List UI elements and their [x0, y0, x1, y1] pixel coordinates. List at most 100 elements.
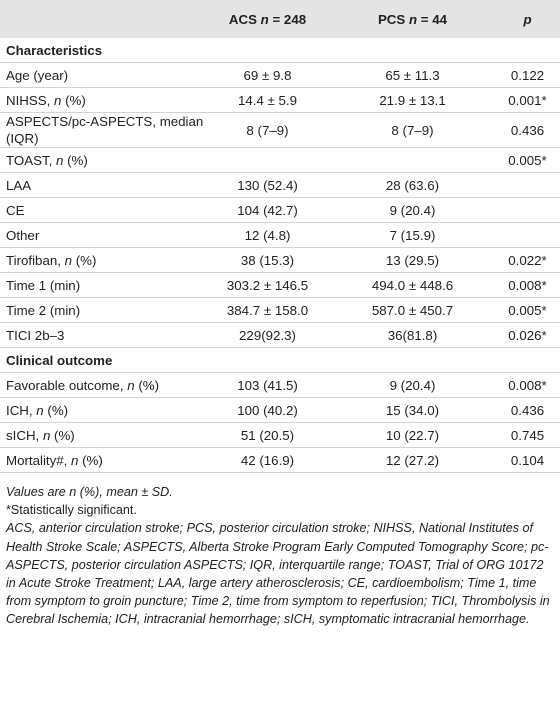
cell-text: 104 (42.7) — [237, 202, 298, 218]
footnote: ACS, anterior circulation stroke; PCS, p… — [6, 521, 550, 627]
cell-text: 21.9 ± 13.1 — [379, 92, 446, 108]
text-segment: NIHSS, — [6, 92, 55, 108]
value-cell: 0.005* — [495, 147, 560, 173]
value-cell: 0.026* — [495, 322, 560, 348]
value-cell: 14.4 ± 5.9 — [205, 87, 330, 113]
cell-text: CE — [6, 202, 25, 218]
footnote: *Statistically significant. — [6, 503, 137, 518]
cell-text: 0.122 — [510, 67, 545, 83]
value-cell: 7 (15.9) — [330, 222, 495, 248]
text-segment: n — [64, 252, 73, 268]
text-segment: (%) — [61, 92, 86, 108]
value-cell — [495, 222, 560, 248]
cell-text: 587.0 ± 450.7 — [371, 302, 454, 318]
table-row: ICH, n (%) 100 (40.2) 15 (34.0) 0.436 — [0, 397, 560, 423]
cell-text: 8 (7–9) — [391, 122, 434, 138]
value-cell: 0.008* — [495, 372, 560, 398]
table-row: Clinical outcome — [0, 347, 560, 373]
value-cell: 10 (22.7) — [330, 422, 495, 448]
section-header: Characteristics — [0, 38, 560, 63]
value-cell: 65 ± 11.3 — [330, 62, 495, 88]
value-cell: 42 (16.9) — [205, 447, 330, 473]
cell-text: 0.008* — [508, 377, 547, 393]
text-segment: n — [408, 11, 418, 27]
row-label: NIHSS, n (%) — [0, 87, 205, 113]
table-body: Characteristics Age (year) 69 ± 9.8 65 ± 11… — [0, 38, 560, 473]
cell-text: TICI 2b–3 — [6, 327, 65, 343]
cell-text: 65 ± 11.3 — [385, 67, 440, 83]
value-cell: 51 (20.5) — [205, 422, 330, 448]
cell-text: 130 (52.4) — [237, 177, 298, 193]
cell-text: Clinical outcome — [6, 352, 113, 368]
table-row: Characteristics — [0, 38, 560, 63]
cell-text: 0.005* — [508, 152, 547, 168]
value-cell: 0.005* — [495, 297, 560, 323]
text-segment: (%) — [50, 427, 75, 443]
text-segment: PCS — [377, 11, 409, 27]
text-segment: n — [36, 402, 44, 418]
cell-text: ASPECTS/pc-ASPECTS, median (IQR) — [6, 114, 204, 146]
value-cell: 0.122 — [495, 62, 560, 88]
cell-text: 10 (22.7) — [385, 427, 440, 443]
cell-text: 38 (15.3) — [240, 252, 295, 268]
row-label: Tirofiban, n (%) — [0, 247, 205, 273]
value-cell: 103 (41.5) — [205, 372, 330, 398]
text-segment: Favorable outcome, — [6, 377, 128, 393]
value-cell: 0.745 — [495, 422, 560, 448]
text-segment: (%) — [72, 252, 97, 268]
cell-text: 0.005* — [508, 302, 547, 318]
row-label: Favorable outcome, n (%) — [0, 372, 205, 398]
cell-text: 229(92.3) — [239, 327, 296, 343]
row-label: Time 2 (min) — [0, 297, 205, 323]
cell-text: 69 ± 9.8 — [243, 67, 292, 83]
table-row: TOAST, n (%) 0.005* — [0, 147, 560, 173]
cell-text: 303.2 ± 146.5 — [226, 277, 309, 293]
value-cell: 12 (27.2) — [330, 447, 495, 473]
value-cell: 9 (20.4) — [330, 372, 495, 398]
row-label: CE — [0, 197, 205, 223]
data-table: ACS n = 248 PCS n = 44 p Characteristics Ag… — [0, 0, 560, 473]
cell-text: Time 1 (min) — [6, 277, 81, 293]
table-row: Time 2 (min) 384.7 ± 158.0 587.0 ± 450.7 0.… — [0, 297, 560, 323]
value-cell: 0.104 — [495, 447, 560, 473]
cell-text: 13 (29.5) — [385, 252, 440, 268]
text-segment: n — [260, 11, 269, 27]
row-label: TICI 2b–3 — [0, 322, 205, 348]
row-label: Mortality#, n (%) — [0, 447, 205, 473]
text-segment: n — [127, 377, 135, 393]
cell-text: Time 2 (min) — [6, 302, 81, 318]
value-cell — [205, 147, 330, 173]
value-cell: 69 ± 9.8 — [205, 62, 330, 88]
cell-text: 0.436 — [510, 122, 545, 138]
value-cell: 21.9 ± 13.1 — [330, 87, 495, 113]
value-cell: 8 (7–9) — [330, 112, 495, 148]
text-segment: (%) — [78, 452, 103, 468]
row-label: TOAST, n (%) — [0, 147, 205, 173]
text-segment: Mortality#, — [6, 452, 72, 468]
text-segment: n — [56, 152, 64, 168]
header-cell: PCS n = 44 — [330, 0, 495, 38]
text-segment: (%) — [43, 402, 69, 418]
table-row: Other 12 (4.8) 7 (15.9) — [0, 222, 560, 248]
cell-text: 14.4 ± 5.9 — [237, 92, 298, 108]
section-header: Clinical outcome — [0, 347, 560, 373]
table-row: Time 1 (min) 303.2 ± 146.5 494.0 ± 448.6 0.… — [0, 272, 560, 298]
cell-text: 8 (7–9) — [246, 122, 289, 138]
cell-text: 0.104 — [510, 452, 545, 468]
cell-text: 0.008* — [508, 277, 547, 293]
header-cell — [0, 0, 205, 38]
cell-text: 0.436 — [510, 402, 545, 418]
cell-text: Characteristics — [6, 42, 103, 58]
table-row: Mortality#, n (%) 42 (16.9) 12 (27.2) 0.104 — [0, 447, 560, 473]
cell-text: 36(81.8) — [387, 327, 438, 343]
cell-text: 9 (20.4) — [389, 377, 436, 393]
value-cell: 0.008* — [495, 272, 560, 298]
value-cell: 303.2 ± 146.5 — [205, 272, 330, 298]
cell-text: 103 (41.5) — [237, 377, 298, 393]
table-row: TICI 2b–3 229(92.3) 36(81.8) 0.026* — [0, 322, 560, 348]
text-segment: Tirofiban, — [6, 252, 65, 268]
value-cell: 587.0 ± 450.7 — [330, 297, 495, 323]
text-segment: = 248 — [268, 11, 307, 27]
value-cell: 36(81.8) — [330, 322, 495, 348]
